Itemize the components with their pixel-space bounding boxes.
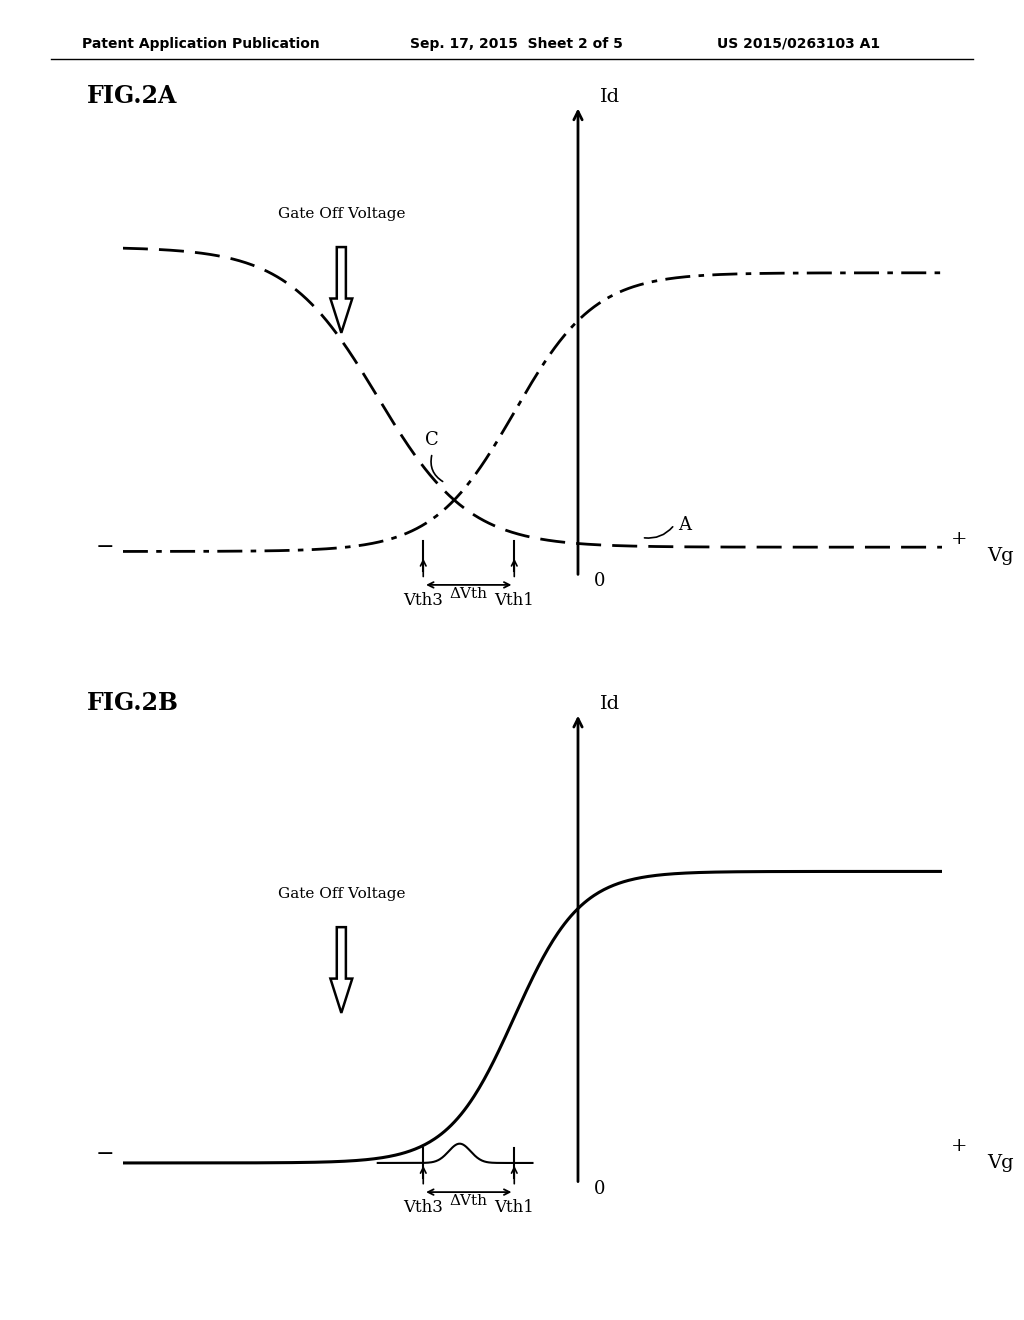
Text: Gate Off Voltage: Gate Off Voltage: [278, 207, 406, 222]
Text: +: +: [951, 1137, 968, 1155]
Text: FIG.2A: FIG.2A: [86, 84, 177, 108]
Text: 0: 0: [594, 573, 605, 590]
Text: −: −: [95, 1143, 114, 1166]
Text: A: A: [678, 516, 691, 533]
Text: +: +: [951, 529, 968, 548]
Polygon shape: [331, 247, 352, 333]
Text: Vth1: Vth1: [495, 1200, 535, 1217]
Text: FIG.2B: FIG.2B: [86, 692, 178, 715]
Text: US 2015/0263103 A1: US 2015/0263103 A1: [717, 37, 880, 51]
Text: 0: 0: [594, 1180, 605, 1197]
Text: Id: Id: [600, 88, 620, 106]
Text: Vth3: Vth3: [403, 1200, 443, 1217]
Text: −: −: [95, 536, 114, 558]
Text: ΔVth: ΔVth: [450, 587, 487, 601]
Polygon shape: [331, 927, 352, 1012]
Text: Id: Id: [600, 696, 620, 713]
Text: Gate Off Voltage: Gate Off Voltage: [278, 887, 406, 902]
Text: Vg: Vg: [987, 546, 1014, 565]
Text: C: C: [425, 430, 439, 449]
Text: Vg: Vg: [987, 1154, 1014, 1172]
Text: Vth3: Vth3: [403, 593, 443, 610]
Text: Vth1: Vth1: [495, 593, 535, 610]
Text: Sep. 17, 2015  Sheet 2 of 5: Sep. 17, 2015 Sheet 2 of 5: [410, 37, 623, 51]
Text: ΔVth: ΔVth: [450, 1195, 487, 1208]
Text: Patent Application Publication: Patent Application Publication: [82, 37, 319, 51]
